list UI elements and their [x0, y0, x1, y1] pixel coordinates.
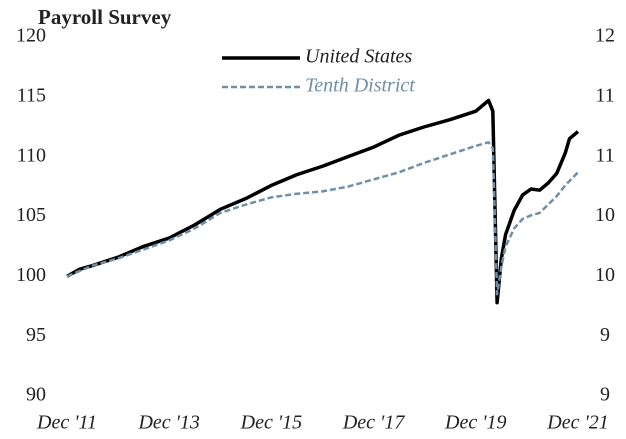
x-tick-label: Dec '17 — [342, 412, 405, 434]
legend-label: Tenth District — [305, 75, 415, 97]
y-tick-label: 110 — [17, 144, 46, 166]
x-tick-label: Dec '19 — [444, 412, 506, 434]
y2-tick-label: 11 — [595, 144, 614, 166]
x-tick-label: Dec '13 — [137, 412, 199, 434]
y-tick-label: 90 — [26, 384, 46, 406]
y-tick-label: 115 — [17, 84, 46, 106]
y2-tick-label: 12 — [595, 25, 615, 47]
y2-tick-label: 11 — [595, 84, 614, 106]
x-tick-label: Dec '11 — [36, 412, 97, 434]
y-tick-label: 105 — [16, 204, 46, 226]
y2-tick-label: 9 — [600, 384, 610, 406]
line-series — [66, 141, 579, 296]
y-tick-label: 120 — [16, 25, 46, 47]
line-series — [66, 98, 580, 305]
chart-title: Payroll Survey — [38, 5, 172, 29]
legend-label: United States — [305, 46, 412, 68]
y2-tick-label: 9 — [600, 324, 610, 346]
y-tick-label: 95 — [26, 324, 46, 346]
y-tick-label: 100 — [16, 264, 46, 286]
x-tick-label: Dec '21 — [546, 412, 608, 434]
x-tick-label: Dec '15 — [240, 412, 302, 434]
y2-tick-label: 10 — [595, 204, 615, 226]
y2-tick-label: 10 — [595, 264, 615, 286]
